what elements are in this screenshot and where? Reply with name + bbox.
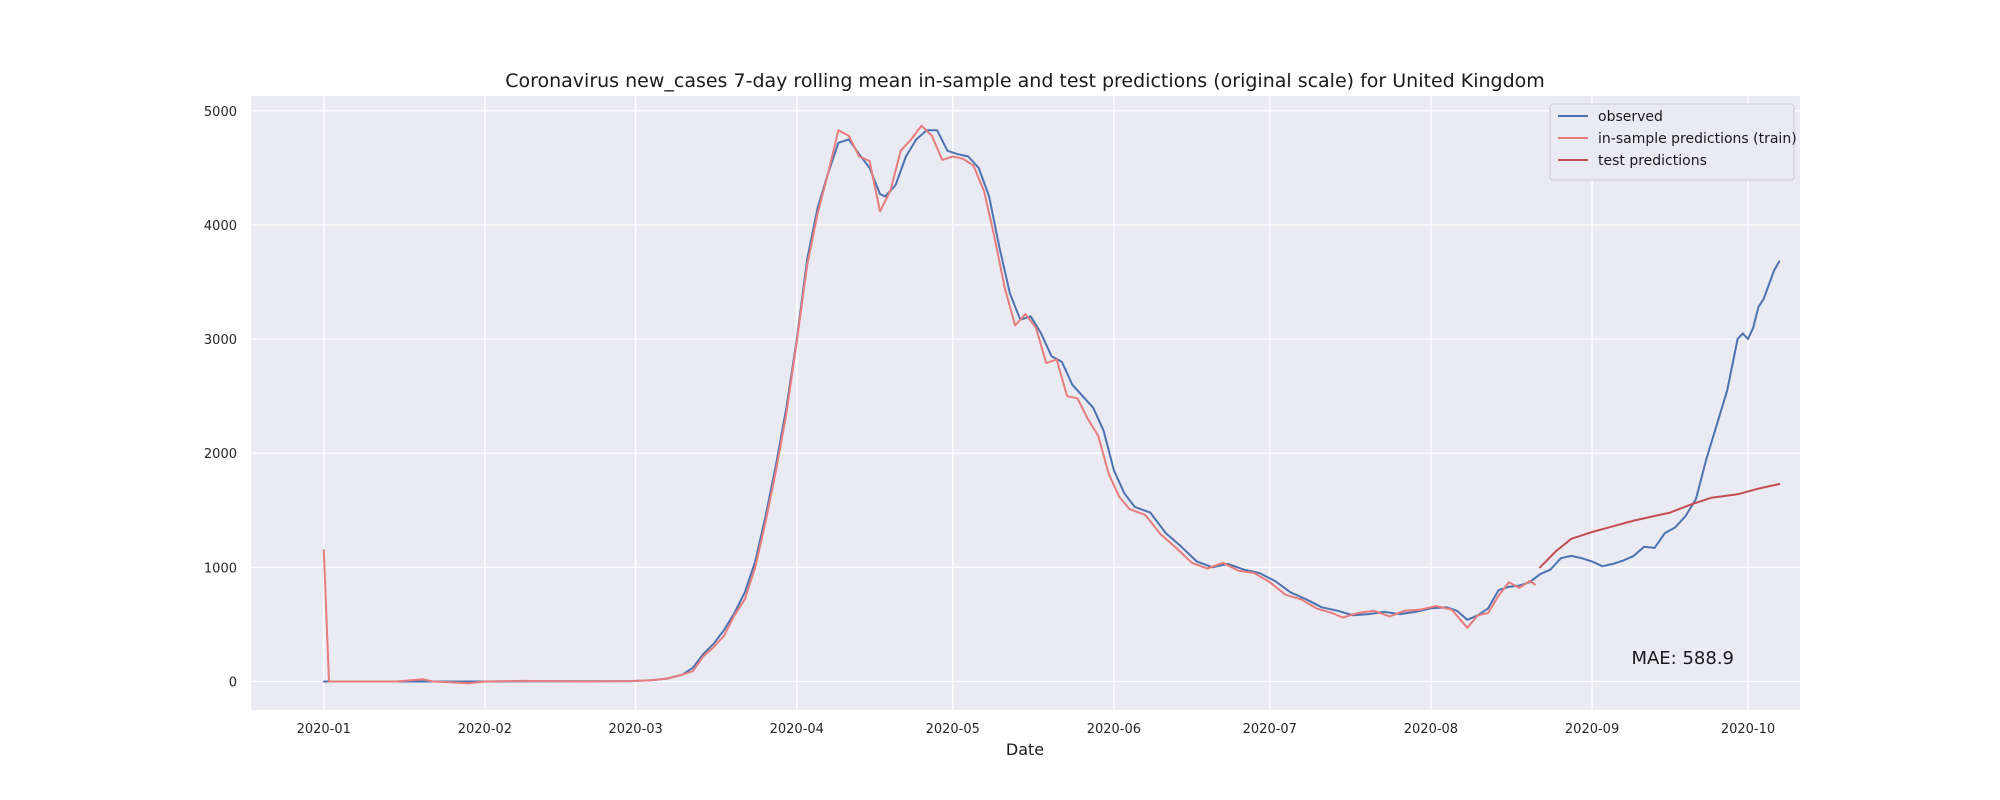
- plot-area: [251, 96, 1800, 710]
- y-tick-label: 4000: [204, 219, 237, 234]
- y-tick-label: 2000: [204, 447, 237, 462]
- mae-annotation: MAE: 588.9: [1631, 648, 1734, 669]
- y-tick-label: 0: [229, 675, 237, 690]
- series-layer: [322, 124, 1781, 685]
- x-tick-label: 2020-06: [1087, 722, 1141, 737]
- x-tick-label: 2020-03: [608, 722, 662, 737]
- x-tick-label: 2020-02: [458, 722, 512, 737]
- chart-title: Coronavirus new_cases 7-day rolling mean…: [505, 70, 1545, 92]
- x-tick-label: 2020-09: [1565, 722, 1619, 737]
- series-line-in-sample-predictions-train: [322, 124, 1536, 685]
- x-axis-label: Date: [1006, 740, 1044, 759]
- series-line-test-predictions: [1539, 483, 1781, 569]
- x-axis: 2020-01 2020-02 2020-03 2020-04 2020-05 2020-…: [297, 722, 1776, 737]
- x-tick-label: 2020-04: [770, 722, 824, 737]
- y-tick-label: 1000: [204, 561, 237, 576]
- x-tick-label: 2020-10: [1721, 722, 1775, 737]
- x-tick-label: 2020-05: [926, 722, 980, 737]
- legend: observed in-sample predictions (train) tes…: [1549, 103, 1797, 181]
- y-axis: 0 1000 2000 3000 4000 5000: [204, 105, 237, 691]
- legend-label: observed: [1598, 109, 1663, 125]
- legend-label: test predictions: [1598, 153, 1707, 169]
- y-tick-label: 5000: [204, 105, 237, 120]
- y-tick-label: 3000: [204, 333, 237, 348]
- x-tick-label: 2020-07: [1243, 722, 1297, 737]
- x-tick-label: 2020-08: [1404, 722, 1458, 737]
- legend-label: in-sample predictions (train): [1598, 131, 1797, 147]
- legend-box: [1549, 103, 1795, 181]
- x-tick-label: 2020-01: [297, 722, 351, 737]
